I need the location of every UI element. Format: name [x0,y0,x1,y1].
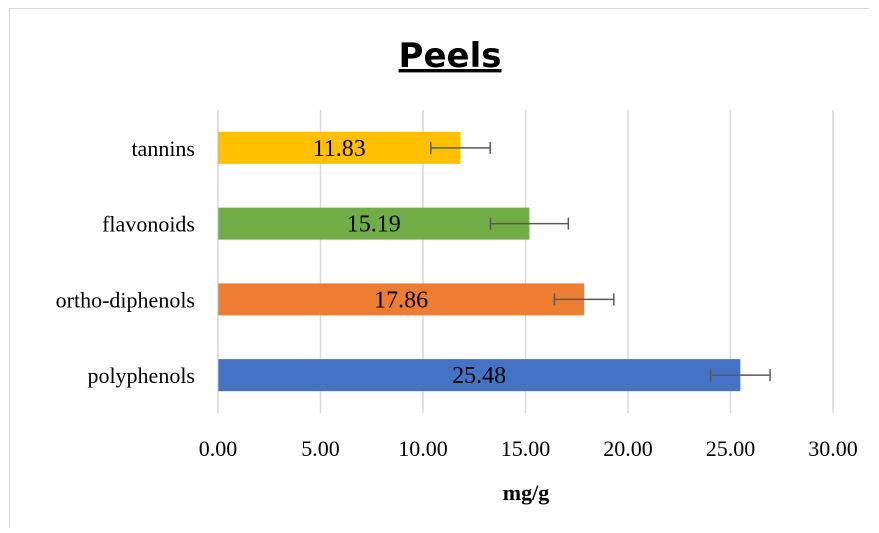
x-tick-label: 15.00 [501,436,551,461]
x-tick-label: 25.00 [706,436,756,461]
x-tick-label: 0.00 [199,436,238,461]
category-label-flavonoids: flavonoids [102,212,195,237]
x-tick-label: 10.00 [398,436,448,461]
data-labels: 11.83 15.19 17.86 25.48 [313,136,506,389]
x-tick-labels: 0.00 5.00 10.00 15.00 20.00 25.00 30.00 [199,436,858,461]
bar-flavonoids [218,207,530,240]
category-label-polyphenols: polyphenols [87,363,195,388]
error-bar-ortho-diphenols [553,293,615,306]
data-label-tannins: 11.83 [313,136,366,162]
data-label-ortho-diphenols: 17.86 [374,287,428,313]
category-label-tannins: tannins [131,136,195,161]
error-bar-polyphenols [709,369,771,382]
bar-tannins [218,131,461,164]
x-tick-label: 5.00 [301,436,340,461]
x-axis-title: mg/g [503,480,549,505]
error-bar-tannins [430,141,491,154]
error-bar-flavonoids [489,217,570,230]
bar-polyphenols [218,359,741,392]
category-labels: tannins flavonoids ortho-diphenols polyphen… [56,136,195,388]
x-tick-label: 20.00 [603,436,653,461]
category-label-ortho-diphenols: ortho-diphenols [56,287,195,312]
data-label-polyphenols: 25.48 [452,363,506,389]
bar-ortho-diphenols [218,283,585,316]
bars [218,131,741,392]
chart-frame [9,8,869,528]
error-bars [430,141,771,382]
chart-title: Peels [399,36,502,76]
data-label-flavonoids: 15.19 [347,212,401,238]
x-tick-label: 30.00 [808,436,858,461]
